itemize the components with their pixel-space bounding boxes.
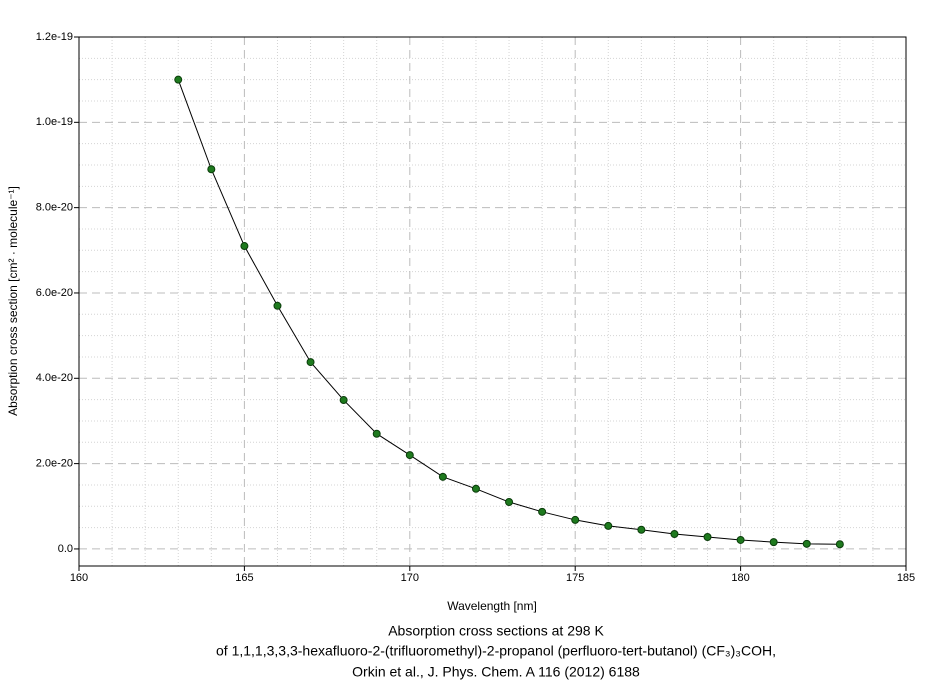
y-tick-label: 1.0e-19 xyxy=(36,116,73,128)
y-axis-label: Absorption cross section [cm² · molecule… xyxy=(6,186,20,416)
y-tick-label: 0.0 xyxy=(58,543,73,555)
x-tick-label: 175 xyxy=(566,572,584,584)
point xyxy=(471,484,480,493)
title-line: Absorption cross sections at 298 K xyxy=(388,623,604,639)
y-tick-label: 2.0e-20 xyxy=(36,458,73,470)
point xyxy=(207,165,216,174)
point xyxy=(769,538,778,547)
point xyxy=(670,530,679,539)
title-line: of 1,1,1,3,3,3-hexafluoro-2-(trifluorome… xyxy=(216,643,776,659)
point xyxy=(240,242,249,251)
point xyxy=(571,515,580,524)
x-tick-label: 165 xyxy=(235,572,253,584)
x-tick-label: 185 xyxy=(897,572,915,584)
point xyxy=(637,525,646,534)
point xyxy=(339,396,348,405)
point xyxy=(438,472,447,481)
point xyxy=(306,358,315,367)
point xyxy=(372,429,381,438)
y-tick-label: 6.0e-20 xyxy=(36,287,73,299)
point xyxy=(273,301,282,310)
point xyxy=(703,532,712,541)
x-tick-label: 180 xyxy=(731,572,749,584)
point xyxy=(802,539,811,548)
plot-frame xyxy=(78,36,907,567)
point xyxy=(174,75,183,84)
point xyxy=(835,540,844,549)
point xyxy=(505,498,514,507)
x-tick-label: 170 xyxy=(401,572,419,584)
y-tick-label: 4.0e-20 xyxy=(36,372,73,384)
y-tick-label: 8.0e-20 xyxy=(36,202,73,214)
point xyxy=(604,521,613,530)
point xyxy=(538,507,547,516)
point xyxy=(736,535,745,544)
x-tick-label: 160 xyxy=(70,572,88,584)
title-line: Orkin et al., J. Phys. Chem. A 116 (2012… xyxy=(352,664,640,680)
x-axis-label: Wavelength [nm] xyxy=(447,599,537,613)
point xyxy=(405,451,414,460)
y-tick-label: 1.2e-19 xyxy=(36,31,73,43)
